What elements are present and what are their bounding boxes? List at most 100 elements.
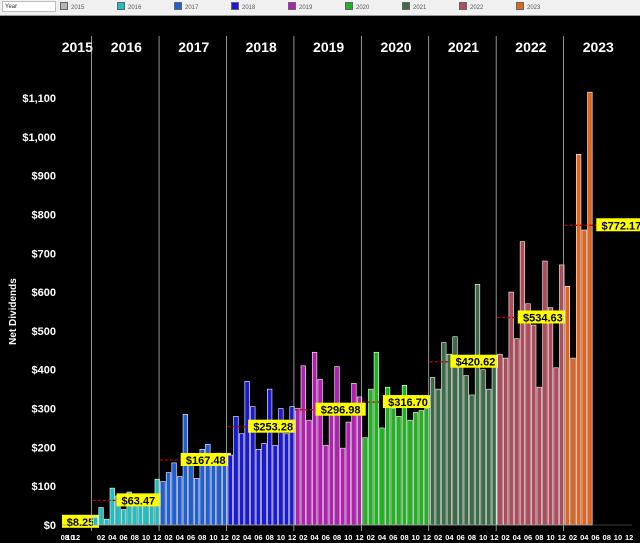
bar xyxy=(469,394,475,526)
y-tick-label: $300 xyxy=(32,404,56,416)
x-tick-label: 06 xyxy=(254,533,262,542)
x-tick-label: 10 xyxy=(546,533,554,542)
average-label-bg xyxy=(116,493,161,507)
legend-label: 2017 xyxy=(185,5,199,11)
x-tick-label: 12 xyxy=(625,533,633,542)
legend-label: 2023 xyxy=(527,5,541,11)
bar xyxy=(311,351,318,526)
x-tick-label: 10 xyxy=(209,533,217,542)
bar xyxy=(317,379,323,526)
x-tick-label: 04 xyxy=(378,533,387,542)
x-tick-label: 06 xyxy=(591,533,599,542)
x-tick-label: 08 xyxy=(131,533,139,542)
legend-item-2021[interactable]: 2021 xyxy=(402,2,426,13)
bar xyxy=(328,414,335,526)
year-header: 2018 xyxy=(246,39,277,55)
x-tick-label: 04 xyxy=(243,533,252,542)
y-tick-label: $400 xyxy=(32,365,56,377)
bar xyxy=(160,481,166,526)
x-tick-label: 12 xyxy=(558,533,566,542)
legend-item-2023[interactable]: 2023 xyxy=(516,2,540,13)
x-tick-label: 06 xyxy=(524,533,532,542)
year-header: 2020 xyxy=(380,39,411,55)
legend-item-2016[interactable]: 2016 xyxy=(117,2,141,13)
x-tick-label: 06 xyxy=(456,533,464,542)
y-tick-label: $1,000 xyxy=(22,132,56,144)
average-label-bg xyxy=(517,310,568,324)
bar xyxy=(435,388,441,526)
average-label: $8.25 xyxy=(67,517,95,529)
legend-label: 2022 xyxy=(470,5,484,11)
average-label-bg xyxy=(450,354,501,368)
bar xyxy=(362,437,368,526)
legend-swatch xyxy=(516,2,524,10)
y-tick-label: $100 xyxy=(32,481,56,493)
bar xyxy=(446,353,453,526)
legend-label: 2019 xyxy=(299,5,313,11)
x-tick-label: 02 xyxy=(164,533,172,542)
bar xyxy=(104,518,110,526)
bar xyxy=(193,478,200,526)
legend-item-2017[interactable]: 2017 xyxy=(174,2,198,13)
legend-item-2022[interactable]: 2022 xyxy=(459,2,483,13)
x-tick-label: 06 xyxy=(322,533,330,542)
legend-item-2019[interactable]: 2019 xyxy=(288,2,312,13)
y-tick-label: $200 xyxy=(32,442,56,454)
bar xyxy=(182,414,188,526)
bar xyxy=(306,419,312,526)
legend-item-2015[interactable]: 2015 xyxy=(60,2,84,13)
x-tick-label: 02 xyxy=(232,533,240,542)
legend-swatch xyxy=(117,2,125,10)
bar xyxy=(519,241,526,526)
y-tick-label: $700 xyxy=(32,248,56,260)
average-label: $316.70 xyxy=(388,397,428,409)
average-label: $420.62 xyxy=(456,357,496,369)
bar xyxy=(340,447,346,526)
average-label: $534.63 xyxy=(523,312,563,324)
bar xyxy=(474,284,481,526)
year-header: 2023 xyxy=(583,39,614,55)
bar xyxy=(576,153,582,526)
x-tick-label: 02 xyxy=(97,533,105,542)
y-tick-label: $800 xyxy=(32,209,56,221)
bar xyxy=(255,449,261,526)
x-tick-label: 06 xyxy=(389,533,397,542)
average-label-bg xyxy=(248,419,299,433)
year-header: 2017 xyxy=(178,39,209,55)
legend-swatch xyxy=(288,2,296,10)
x-tick-label: 08 xyxy=(61,533,69,542)
year-filter-field[interactable]: Year xyxy=(2,1,56,12)
bar xyxy=(283,433,290,526)
bar xyxy=(441,342,447,526)
bar xyxy=(508,291,514,526)
legend-item-2018[interactable]: 2018 xyxy=(231,2,255,13)
x-tick-label: 08 xyxy=(468,533,476,542)
legend-label: 2021 xyxy=(413,5,427,11)
x-tick-label: 10 xyxy=(344,533,352,542)
bar xyxy=(295,408,301,526)
bar xyxy=(458,365,464,526)
legend-item-2020[interactable]: 2020 xyxy=(345,2,369,13)
bar xyxy=(547,307,554,526)
x-tick-label: 04 xyxy=(513,533,522,542)
bar xyxy=(463,375,469,526)
x-tick-label: 04 xyxy=(580,533,589,542)
average-label-bg xyxy=(62,514,99,528)
bar xyxy=(233,416,239,526)
bar xyxy=(486,388,492,526)
x-tick-label: 10 xyxy=(142,533,150,542)
legend-bar: Year 2015 2016 2017 2018 2019 2020 2021 2022 202… xyxy=(0,0,640,16)
bar xyxy=(396,416,402,526)
x-tick-label: 04 xyxy=(176,533,185,542)
legend-swatch xyxy=(345,2,353,10)
bar xyxy=(244,381,250,526)
x-tick-label: 10 xyxy=(614,533,622,542)
x-tick-label: 12 xyxy=(288,533,296,542)
x-tick-label: 12 xyxy=(72,533,80,542)
y-tick-label: $500 xyxy=(32,326,56,338)
x-tick-label: 10 xyxy=(277,533,285,542)
bar xyxy=(525,303,531,526)
bar xyxy=(581,229,587,526)
y-tick-label: $900 xyxy=(32,171,56,183)
year-header: 2019 xyxy=(313,39,344,55)
